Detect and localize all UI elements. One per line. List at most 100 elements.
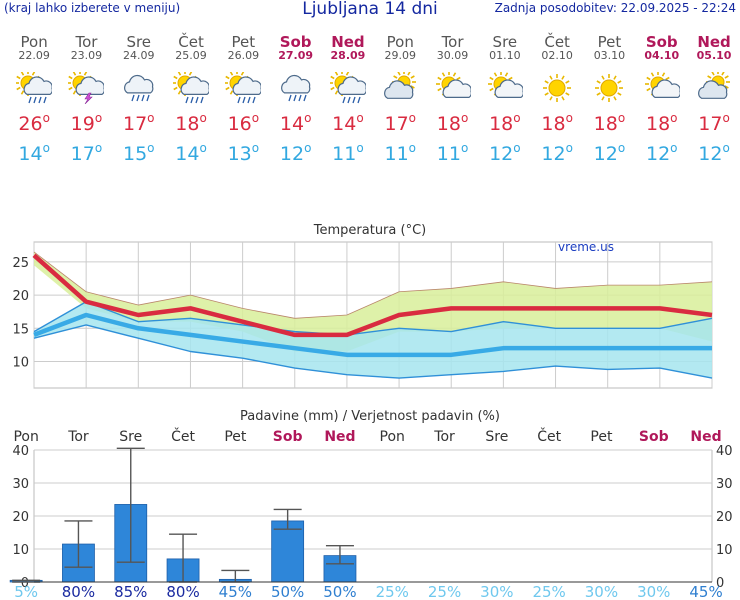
- temp-max-value: 14: [332, 113, 357, 135]
- day-name: Pon: [386, 33, 414, 51]
- day-date: 23.09: [70, 49, 103, 62]
- sun-cloud-icon: [435, 71, 472, 104]
- temp-max: 14o: [270, 111, 322, 135]
- min-range-band: [34, 301, 712, 379]
- temp-max: 17o: [374, 111, 426, 135]
- day-column: Tor 30.09: [427, 34, 479, 62]
- x-tick-label: Sre: [485, 429, 508, 445]
- page-title: Ljubljana 14 dni: [302, 0, 438, 19]
- degree-mark: o: [147, 141, 155, 155]
- day-date: 25.09: [175, 49, 207, 62]
- day-column: Ned 05.10: [688, 34, 740, 62]
- x-tick-label: Ned: [690, 429, 721, 445]
- temp-min: 15o: [113, 141, 165, 165]
- degree-mark: o: [94, 141, 103, 155]
- temp-min-value: 12: [489, 143, 514, 165]
- temp-max: 17o: [113, 111, 165, 135]
- day-date: 04.10: [644, 49, 680, 62]
- temp-min: 12o: [479, 141, 531, 165]
- temp-max: 18o: [636, 111, 688, 135]
- temp-max: 14o: [322, 111, 374, 135]
- temp-min-value: 11: [384, 143, 409, 165]
- temp-min-value: 12: [279, 143, 305, 165]
- probability-label: 45%: [219, 583, 252, 600]
- cloud-rain-icon: [278, 72, 314, 104]
- degree-mark: o: [94, 111, 103, 125]
- temp-max: 18o: [583, 111, 635, 135]
- cloud-sun-icon: [382, 70, 418, 104]
- day-name: Ned: [697, 33, 731, 51]
- day-date: 01.10: [489, 49, 521, 62]
- temp-min: 11o: [322, 141, 374, 165]
- day-name: Ned: [331, 33, 365, 51]
- day-name: Sob: [645, 33, 678, 51]
- y-tick-label-right: 30: [716, 477, 733, 492]
- temp-min-value: 11: [436, 143, 461, 165]
- x-tick-label: Pon: [380, 429, 405, 445]
- day-column: Sre 01.10: [479, 34, 531, 62]
- day-column: Pon 29.09: [374, 34, 426, 62]
- max-upper-edge: [33, 251, 713, 319]
- day-name: Sre: [492, 33, 518, 51]
- y-tick-label: 10: [12, 543, 29, 558]
- day-name: Čet: [544, 33, 570, 51]
- y-tick-label: 40: [12, 444, 29, 459]
- degree-mark: o: [722, 141, 730, 155]
- degree-mark: o: [513, 141, 521, 155]
- day-date: 24.09: [123, 49, 155, 62]
- sun-cloud-rain-icon: [15, 70, 54, 104]
- probability-label: 85%: [114, 583, 147, 600]
- day-date: 27.09: [278, 49, 314, 62]
- y-tick-label: 10: [12, 355, 29, 370]
- day-date: 26.09: [227, 49, 260, 62]
- day-date: 29.09: [384, 49, 417, 62]
- degree-mark: o: [670, 141, 678, 155]
- watermark: vreme.us: [558, 240, 614, 254]
- temp-min: 17o: [60, 141, 112, 165]
- x-tick-label: Sob: [639, 429, 669, 445]
- degree-mark: o: [670, 111, 678, 125]
- day-column: Sob 27.09: [270, 34, 322, 62]
- degree-mark: o: [460, 141, 469, 155]
- day-column: Tor 23.09: [60, 34, 112, 62]
- day-name: Čet: [178, 33, 204, 51]
- degree-mark: o: [147, 111, 155, 125]
- temp-max-value: 16: [227, 113, 252, 135]
- temp-min: 13o: [217, 141, 269, 165]
- probability-label: 80%: [62, 583, 95, 600]
- day-date: 22.09: [18, 49, 50, 62]
- x-tick-label: Pet: [224, 429, 247, 445]
- day-name: Sre: [126, 33, 152, 51]
- day-date: 03.10: [593, 49, 626, 62]
- temp-min: 12o: [270, 141, 322, 165]
- probability-label: 25%: [428, 583, 461, 600]
- degree-mark: o: [408, 111, 417, 125]
- probability-label: 25%: [532, 583, 565, 600]
- temp-min-value: 15: [122, 143, 148, 165]
- degree-mark: o: [42, 141, 50, 155]
- temp-min: 14o: [165, 141, 217, 165]
- day-column: Čet 25.09: [165, 34, 217, 62]
- degree-mark: o: [304, 141, 312, 155]
- temp-max: 19o: [60, 111, 112, 135]
- temp-max-value: 18: [489, 113, 514, 135]
- temp-max: 17o: [688, 111, 740, 135]
- y-tick-label: 20: [12, 510, 29, 525]
- y-tick-label: 0: [21, 576, 29, 591]
- degree-mark: o: [460, 111, 469, 125]
- temp-max: 18o: [479, 111, 531, 135]
- day-name: Tor: [75, 33, 98, 51]
- temp-max-value: 18: [593, 113, 618, 135]
- x-tick-label: Tor: [67, 429, 89, 445]
- day-date: 05.10: [696, 49, 732, 62]
- temp-min-value: 14: [175, 143, 200, 165]
- degree-mark: o: [304, 111, 312, 125]
- temp-min-value: 13: [227, 143, 252, 165]
- day-date: 02.10: [541, 49, 573, 62]
- degree-mark: o: [251, 111, 260, 125]
- menu-hint[interactable]: (kraj lahko izberete v meniju): [4, 1, 181, 15]
- degree-mark: o: [356, 111, 364, 125]
- precipitation-chart: Padavine (mm) / Verjetnost padavin (%) Po…: [9, 409, 733, 600]
- temp-min: 14o: [8, 141, 60, 165]
- probability-label: 30%: [480, 583, 513, 600]
